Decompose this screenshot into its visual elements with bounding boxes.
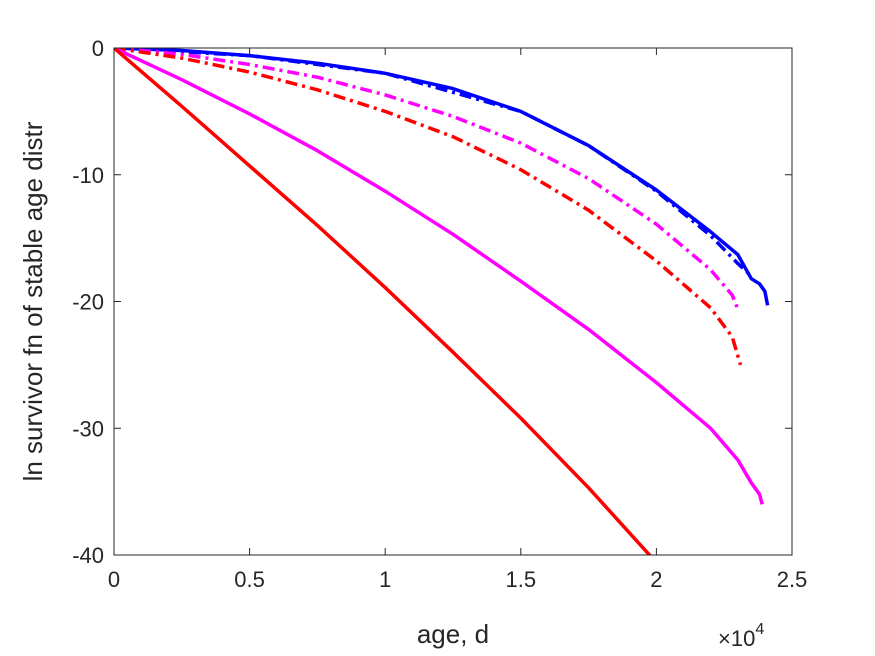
y-tick-label: 0	[92, 36, 104, 61]
x-tick-label: 2.5	[777, 567, 808, 592]
x-tick-label: 0.5	[234, 567, 265, 592]
x-axis-exponent-power: 4	[755, 621, 764, 638]
series-line-6	[114, 48, 652, 555]
x-tick-label: 0	[108, 567, 120, 592]
x-tick-label: 1	[379, 567, 391, 592]
series-line-2	[114, 48, 753, 278]
y-tick-label: -40	[72, 543, 104, 568]
x-axis-exponent: ×104	[718, 621, 764, 651]
series-line-3	[114, 48, 740, 310]
y-tick-label: -10	[72, 163, 104, 188]
series-layer	[114, 48, 770, 555]
y-tick-label: -30	[72, 416, 104, 441]
ticks-layer: 0 0.5 1 1.5 2 2.5 -40 -30 -20 -10 0	[72, 36, 807, 592]
series-line-5	[114, 48, 764, 505]
x-tick-label: 2	[650, 567, 662, 592]
y-axis-label: ln survivor fn of stable age distr	[18, 121, 48, 481]
x-tick-label: 1.5	[506, 567, 537, 592]
x-axis-exponent-base: ×10	[718, 626, 755, 651]
x-axis-label: age, d	[417, 619, 489, 649]
series-line-4	[114, 48, 743, 366]
y-tick-label: -20	[72, 290, 104, 315]
plot-area	[114, 48, 792, 555]
